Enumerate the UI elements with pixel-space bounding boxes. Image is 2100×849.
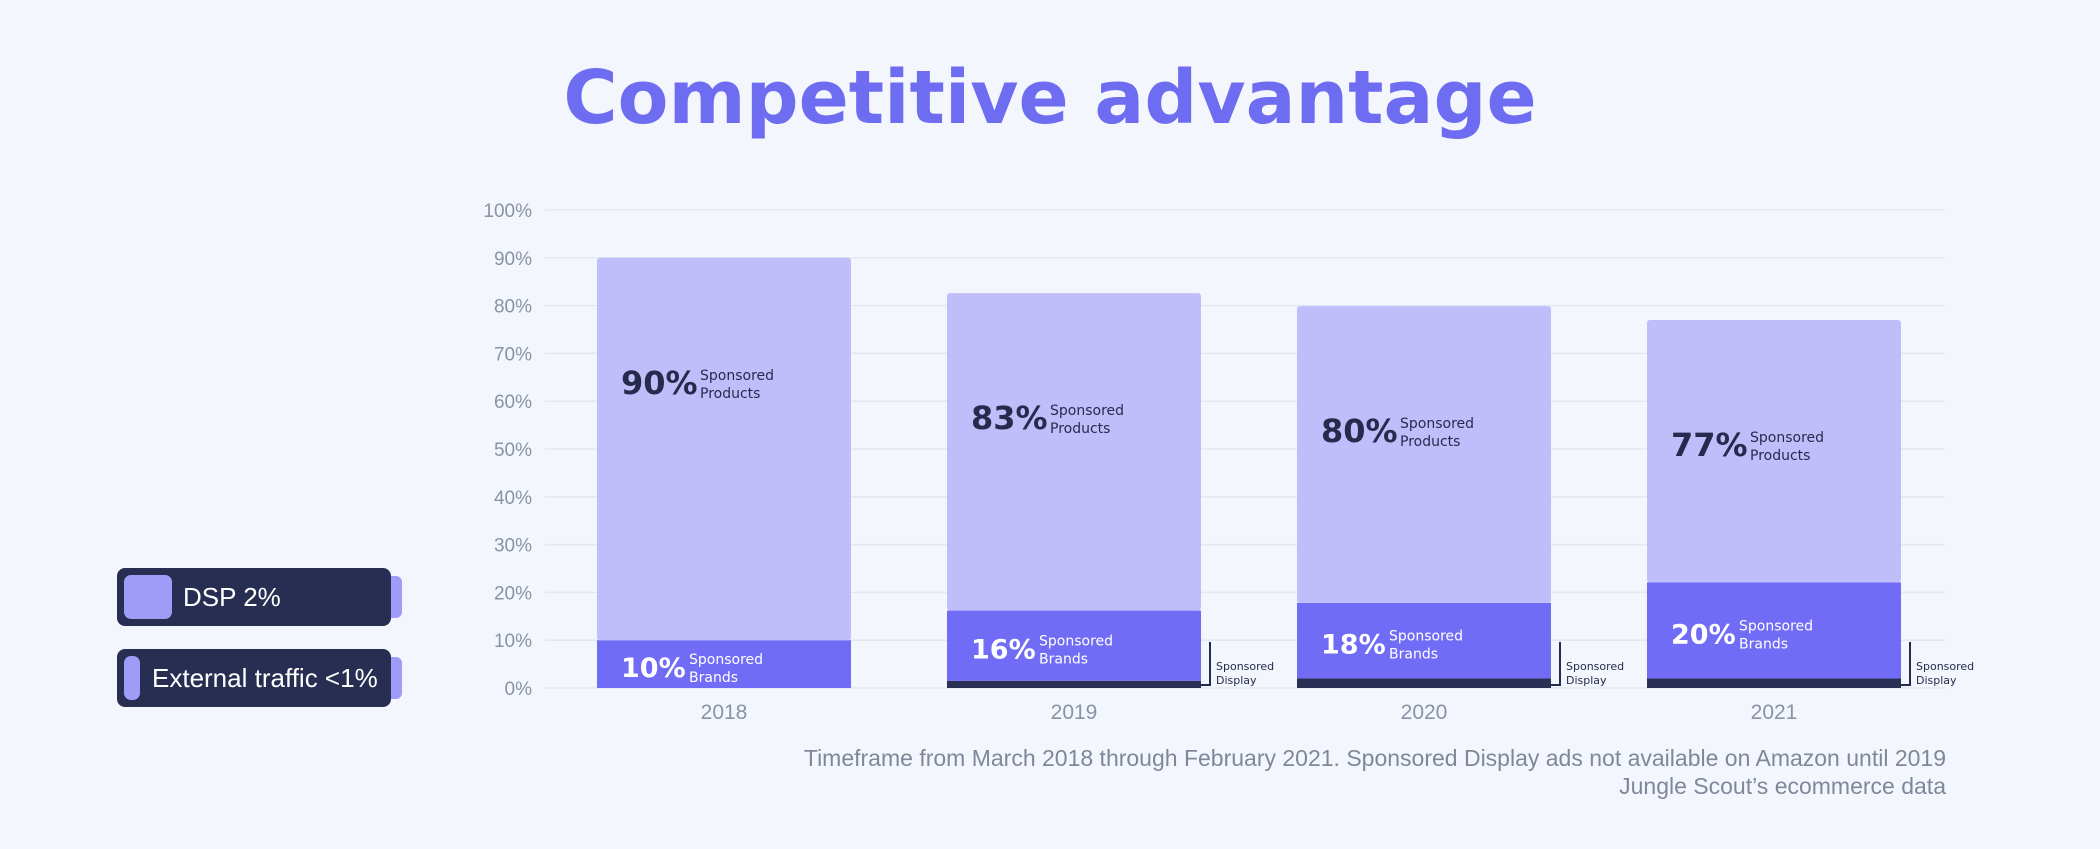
legend-item-dsp: DSP 2% xyxy=(117,568,402,626)
series-label-products: Sponsored xyxy=(1400,416,1474,432)
series-label-brands: Sponsored xyxy=(1039,634,1113,650)
x-tick-label: 2020 xyxy=(1401,701,1448,724)
y-tick-label: 100% xyxy=(483,201,532,222)
series-label-products: Products xyxy=(1400,434,1460,450)
series-label-brands: Brands xyxy=(1739,636,1788,652)
y-tick-label: 30% xyxy=(494,536,532,557)
bar-segment-products xyxy=(597,257,851,641)
footnote-timeframe: Timeframe from March 2018 through Februa… xyxy=(803,745,1946,771)
series-label-brands: Sponsored xyxy=(1739,618,1813,634)
data-label-products: 90% xyxy=(621,364,698,402)
series-label-brands: Brands xyxy=(1039,652,1088,668)
series-label-display: Sponsored xyxy=(1916,660,1974,673)
series-label-brands: Sponsored xyxy=(1389,629,1463,645)
series-label-products: Products xyxy=(700,386,760,402)
x-tick-label: 2019 xyxy=(1051,701,1098,724)
series-label-products: Sponsored xyxy=(700,368,774,384)
series-label-products: Products xyxy=(1050,421,1110,437)
series-label-display: Display xyxy=(1916,674,1957,687)
series-label-display: Display xyxy=(1566,674,1607,687)
data-label-products: 80% xyxy=(1321,412,1398,450)
legend-swatch-dsp xyxy=(124,575,172,619)
series-label-display: Display xyxy=(1216,674,1257,687)
bar-segment-products xyxy=(1297,306,1551,603)
y-tick-label: 40% xyxy=(494,488,532,509)
data-label-brands: 10% xyxy=(621,653,686,684)
y-tick-label: 80% xyxy=(494,297,532,318)
bar-segment-brands xyxy=(1297,602,1551,679)
bar-segment-display xyxy=(1647,678,1901,688)
bar-segment-brands xyxy=(597,640,851,688)
y-tick-label: 10% xyxy=(494,631,532,652)
bar-segment-display xyxy=(1297,678,1551,688)
series-label-display: Sponsored xyxy=(1566,660,1624,673)
y-tick-label: 20% xyxy=(494,583,532,604)
bar-segment-brands xyxy=(947,610,1201,681)
bar-segment-products xyxy=(1647,319,1901,583)
series-label-brands: Brands xyxy=(689,670,738,686)
callout-line-display xyxy=(1551,642,1561,686)
legend-item-external-traffic: External traffic <1% xyxy=(117,649,402,707)
y-tick-label: 0% xyxy=(505,679,533,700)
series-label-products: Sponsored xyxy=(1050,403,1124,419)
series-label-brands: Sponsored xyxy=(689,652,763,668)
chart-title: Competitive advantage xyxy=(563,55,1537,141)
x-tick-label: 2018 xyxy=(701,701,748,724)
y-tick-label: 60% xyxy=(494,392,532,413)
series-label-products: Products xyxy=(1750,448,1810,464)
data-label-products: 83% xyxy=(971,399,1048,437)
footnote-source: Jungle Scout’s ecommerce data xyxy=(1619,773,1946,799)
series-label-display: Sponsored xyxy=(1216,660,1274,673)
y-tick-label: 70% xyxy=(494,344,532,365)
series-label-products: Sponsored xyxy=(1750,430,1824,446)
legend-label-dsp: DSP 2% xyxy=(183,582,281,612)
data-label-brands: 20% xyxy=(1671,619,1736,650)
data-label-brands: 16% xyxy=(971,635,1036,666)
y-tick-label: 50% xyxy=(494,440,532,461)
legend-label-external-traffic: External traffic <1% xyxy=(152,663,378,693)
bar-segment-products xyxy=(947,293,1201,611)
y-tick-label: 90% xyxy=(494,249,532,270)
callout-line-display xyxy=(1201,642,1211,686)
x-tick-label: 2021 xyxy=(1751,701,1798,724)
bar-segment-display xyxy=(947,680,1201,688)
bar-segment-brands xyxy=(1647,582,1901,679)
legend-swatch-external-traffic xyxy=(124,656,140,700)
data-label-products: 77% xyxy=(1671,426,1748,464)
data-label-brands: 18% xyxy=(1321,630,1386,661)
callout-line-display xyxy=(1901,642,1911,686)
series-label-brands: Brands xyxy=(1389,647,1438,663)
